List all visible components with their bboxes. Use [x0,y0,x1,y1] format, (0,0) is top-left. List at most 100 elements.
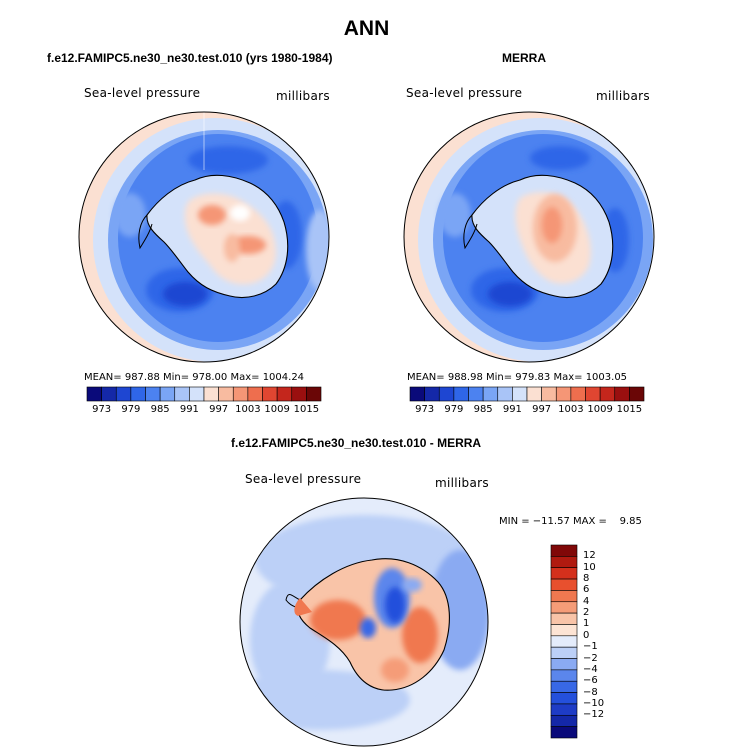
panel-2-colorbar [409,386,645,402]
panel-1-colorbar-tick-label: 979 [121,404,141,415]
panel-1-colorbar-swatch [115,386,132,402]
panel-1-colorbar-swatch [159,386,176,402]
panel-3-colorbar-tick-label: −6 [583,675,598,687]
panel-3-colorbar-swatch [550,669,578,682]
panel-2-variable: Sea-level pressure [406,86,523,100]
panel-3-colorbar-tick-label: −4 [583,663,598,675]
figure-title: ANN [343,17,390,40]
panel-3-colorbar-tick-label: 10 [583,561,596,573]
panel-3-colorbar-swatch [550,635,578,648]
panel-3-variable: Sea-level pressure [245,472,362,486]
panel-1-pressure-field [79,112,329,362]
panel-3-colorbar-labels: 12 10 8 6 4 2 1 0 −1 −2 −4 −6 −8 −10 −12 [583,545,623,738]
panel-3-colorbar-swatch [550,714,578,727]
panel-2-colorbar-tick-label: 1015 [616,404,643,415]
panel-1-colorbar-swatch [203,386,219,402]
panel-3-difference-field [240,498,488,746]
panel-3-colorbar-tick-label: −12 [583,709,605,721]
panel-3-colorbar-swatch [550,567,578,580]
panel-1-colorbar-swatch [262,386,278,402]
panel-3-colorbar-swatch [550,601,578,614]
panel-1-colorbar-swatch [276,386,293,402]
panel-1-colorbar-swatch [291,386,307,402]
panel-1-variable: Sea-level pressure [84,86,201,100]
panel-1-colorbar-swatch [189,386,205,402]
panel-2-heading: MERRA [502,51,546,65]
panel-2-colorbar-swatch [453,386,469,402]
panel-3-colorbar-tick-label: 0 [583,629,590,641]
panel-2-colorbar-labels: 973 979 985 991 997 1003 1009 1015 [410,404,644,418]
panel-1-colorbar-swatch [174,386,190,402]
panel-3-colorbar-tick-label: −1 [583,641,598,653]
panel-3-colorbar-swatch [550,692,578,705]
panel-2-colorbar-swatch [482,386,499,402]
panel-1-colorbar-swatch [247,386,263,402]
panel-2-colorbar-tick-label: 997 [532,404,552,415]
panel-2-colorbar-swatch [614,386,630,402]
panel-3-colorbar-tick-label: 6 [583,584,590,596]
panel-3-colorbar-swatch [550,590,578,603]
panel-1-units: millibars [276,89,330,103]
panel-2-colorbar-swatch [570,386,586,402]
panel-2-colorbar-tick-label: 1003 [558,404,584,415]
panel-2-colorbar-swatch [512,386,528,402]
panel-3-colorbar-swatch [550,646,578,659]
panel-2-colorbar-swatch [526,386,542,402]
panel-3-colorbar-swatch [550,726,578,739]
panel-3-colorbar-tick-label: −10 [583,697,605,709]
panel-1-colorbar-tick-label: 1015 [293,404,320,415]
panel-3-colorbar-tick-label: 4 [583,595,590,607]
panel-1-colorbar-tick-label: 985 [150,404,170,415]
panel-2-colorbar-swatch [497,386,513,402]
panel-2-pressure-field [404,112,654,362]
panel-3-colorbar-tick-label: 12 [583,550,596,562]
panel-3-colorbar-swatch [550,544,578,557]
panel-2-colorbar-swatch [424,386,440,402]
panel-1-colorbar-tick-label: 991 [179,404,199,415]
panel-1-colorbar [86,386,322,402]
panel-3-colorbar-swatch [550,658,578,671]
panel-1-colorbar-swatch [145,386,161,402]
panel-2-colorbar-swatch [438,386,455,402]
panel-1-colorbar-swatch [130,386,146,402]
panel-1-colorbar-swatch [101,386,117,402]
panel-2-units: millibars [596,89,650,103]
panel-3-colorbar-swatch [550,612,578,625]
panel-2-colorbar-tick-label: 973 [415,404,435,415]
panel-1-colorbar-swatch [232,386,249,402]
panel-1-colorbar-tick-label: 973 [92,404,112,415]
panel-3-heading: f.e12.FAMIPC5.ne30_ne30.test.010 - MERRA [231,436,482,450]
panel-2-colorbar-tick-label: 979 [444,404,464,415]
panel-2-colorbar-tick-label: 1009 [587,404,613,415]
panel-2-colorbar-swatch [629,386,645,402]
panel-1-colorbar-swatch [218,386,234,402]
panel-3-colorbar-swatch [550,578,578,591]
panel-2-colorbar-tick-label: 991 [502,404,522,415]
panel-2-colorbar-swatch [468,386,484,402]
panel-3-units: millibars [435,476,489,490]
panel-2-colorbar-swatch [599,386,616,402]
panel-3-colorbar-tick-label: −8 [583,686,598,698]
panel-2-colorbar-swatch [409,386,425,402]
panel-1-stats: MEAN= 987.88 Min= 978.00 Max= 1004.24 [84,372,305,383]
panel-3-colorbar-tick-label: −2 [583,652,598,664]
panel-1-colorbar-tick-label: 997 [209,404,229,415]
panel-1-colorbar-tick-label: 1003 [235,404,261,415]
panel-1-colorbar-tick-label: 1009 [264,404,290,415]
panel-3-colorbar-swatch [550,703,578,716]
panel-2-colorbar-swatch [555,386,572,402]
panel-2-colorbar-tick-label: 985 [473,404,493,415]
panel-1-colorbar-labels: 973 979 985 991 997 1003 1009 1015 [87,404,321,418]
panel-1-heading: f.e12.FAMIPC5.ne30_ne30.test.010 (yrs 19… [47,51,333,65]
panel-3-colorbar-tick-label: 2 [583,607,590,619]
panel-2-colorbar-swatch [585,386,601,402]
panel-3-colorbar-swatch [550,624,578,637]
panel-3-colorbar-tick-label: 1 [583,618,590,630]
panel-2-colorbar-swatch [541,386,557,402]
panel-3-stats: MIN = −11.57 MAX = 9.85 [499,516,642,527]
panel-1-colorbar-swatch [86,386,102,402]
panel-3-colorbar-tick-label: 8 [583,573,590,585]
panel-3-colorbar-swatch [550,556,578,569]
panel-3-colorbar [550,544,578,739]
